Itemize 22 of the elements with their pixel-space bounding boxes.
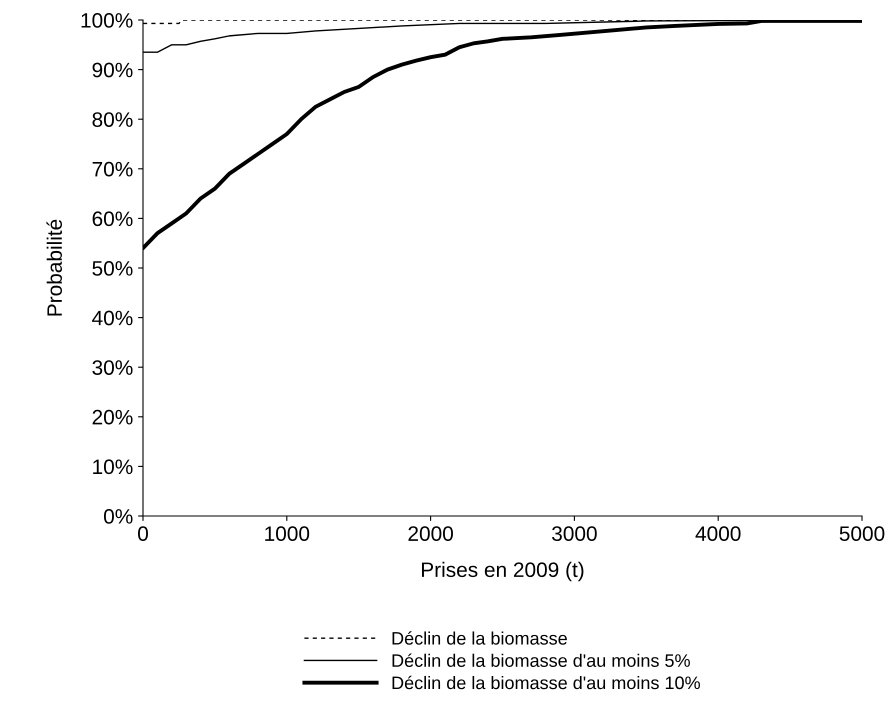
x-tick-label: 1000 <box>265 526 310 542</box>
x-tick-label: 2000 <box>408 526 453 542</box>
legend-label: Déclin de la biomasse d'au moins 5% <box>392 653 690 667</box>
x-tick-label: 5000 <box>840 526 884 542</box>
y-tick-label: 30% <box>92 360 133 375</box>
y-tick-label: 100% <box>82 13 133 28</box>
y-tick-label: 50% <box>92 261 133 276</box>
y-tick-label: 10% <box>93 459 133 474</box>
y-tick-label: 90% <box>92 62 133 78</box>
y-axis-title: Probabilité <box>46 220 62 316</box>
x-tick-label: 3000 <box>552 526 597 542</box>
x-axis-title: Prises en 2009 (t) <box>422 562 584 582</box>
x-tick-label: 0 <box>138 526 148 542</box>
y-tick-label: 40% <box>92 310 133 326</box>
legend-label: Déclin de la biomasse d'au moins 10% <box>392 676 700 690</box>
y-tick-label: 80% <box>92 112 133 127</box>
y-tick-label: 20% <box>92 410 133 425</box>
y-tick-label: 70% <box>92 162 133 177</box>
x-tick-label: 4000 <box>696 526 741 542</box>
legend-label: Déclin de la biomasse <box>392 631 567 645</box>
y-tick-label: 0% <box>104 509 133 524</box>
y-tick-label: 60% <box>92 211 133 226</box>
